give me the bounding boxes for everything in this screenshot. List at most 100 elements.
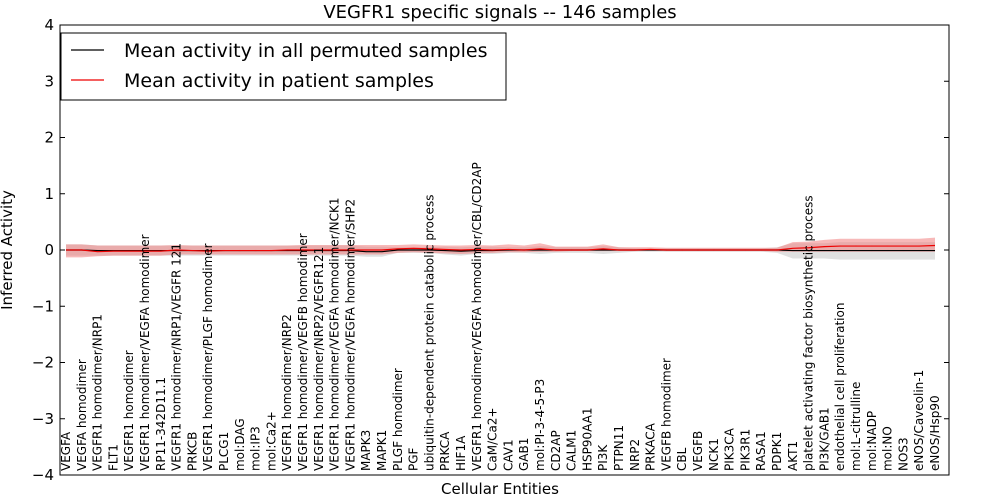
y-tick-label: 4: [44, 16, 54, 34]
patient-point: [744, 249, 746, 251]
patient-mean-line: [66, 244, 936, 253]
x-tick-label: VEGFR1 homodimer/VEGFA homodimer: [138, 234, 152, 471]
x-tick-label: PIK3CA: [723, 427, 737, 471]
permuted-point: [792, 249, 794, 251]
patient-point: [491, 249, 493, 251]
x-tick-label: VEGFR1 homodimer/VEGFA homodimer/NCK1: [328, 197, 342, 471]
patient-point: [381, 249, 383, 251]
x-tick-label: NOS3: [896, 437, 910, 471]
y-tick-label: −2: [32, 354, 54, 372]
x-tick-label: NRP2: [628, 439, 642, 471]
x-tick-label: mol:NADP: [865, 411, 879, 471]
y-tick-label: −1: [32, 297, 54, 315]
patient-point: [665, 249, 667, 251]
x-tick-label: VEGFR1 homodimer/VEGFA homodimer/SHP2: [343, 199, 357, 471]
permuted-point: [902, 249, 904, 251]
x-tick-label: VEGFR1 homodimer/VEGFB homodimer: [296, 233, 310, 471]
x-tick-label: VEGFR1 homodimer/VEGFA homodimer/CBL/CD2…: [470, 162, 484, 471]
y-axis-label: Inferred Activity: [0, 190, 16, 310]
patient-point: [902, 245, 904, 247]
patient-point: [112, 250, 114, 252]
permuted-point: [823, 249, 825, 251]
x-tick-label: RP11-342D11.1: [154, 377, 168, 471]
x-tick-label: CAV1: [501, 439, 515, 471]
patient-point: [602, 248, 604, 250]
x-tick-label: CALM1: [565, 430, 579, 471]
patient-point: [855, 245, 857, 247]
patient-point: [886, 245, 888, 247]
x-tick-label: VEGFR1 homodimer/NRP1/VEGFR 121: [170, 243, 184, 471]
x-tick-label: VEGFB homodimer: [659, 358, 673, 471]
y-tick-label: 0: [44, 241, 54, 259]
x-tick-label: FLT1: [106, 444, 120, 471]
patient-point: [934, 244, 936, 246]
x-tick-label: ubiquitin-dependent protein catabolic pr…: [422, 195, 436, 471]
patient-point: [555, 249, 557, 251]
patient-point: [239, 249, 241, 251]
legend-label-permuted: Mean activity in all permuted samples: [124, 40, 487, 62]
legend-box: [60, 32, 507, 101]
x-tick-label: RASA1: [754, 431, 768, 471]
patient-point: [507, 248, 509, 250]
patient-point: [96, 250, 98, 252]
permuted-point: [839, 249, 841, 251]
patient-point: [681, 249, 683, 251]
patient-point: [397, 248, 399, 250]
patient-point: [539, 248, 541, 250]
x-tick-label: PRKCA: [438, 431, 452, 471]
patient-point: [65, 249, 67, 251]
patient-point: [760, 249, 762, 251]
patient-point: [728, 249, 730, 251]
x-tick-label: VEGFR1 homodimer/NRP2/VEGFR121: [312, 247, 326, 471]
y-tick-label: −4: [32, 466, 54, 484]
patient-point: [286, 249, 288, 251]
patient-point: [776, 249, 778, 251]
x-tick-label: PGF: [407, 447, 421, 471]
patient-point: [792, 247, 794, 249]
x-tick-label: CaM/Ca2+: [486, 407, 500, 471]
patient-point: [570, 249, 572, 251]
patient-point: [81, 249, 83, 251]
y-tick-label: 2: [44, 129, 54, 147]
legend: Mean activity in all permuted samples Me…: [60, 32, 507, 101]
series-lines: [65, 244, 936, 253]
patient-point: [523, 249, 525, 251]
patient-point: [839, 245, 841, 247]
permuted-point: [886, 249, 888, 251]
x-tick-label: mol:NO: [881, 426, 895, 471]
x-tick-label: endothelial cell proliferation: [833, 303, 847, 471]
x-tick-label: MAPK3: [359, 430, 373, 471]
patient-point: [191, 249, 193, 251]
x-tick-label: VEGFA: [59, 431, 73, 471]
patient-point: [823, 245, 825, 247]
y-tick-label: 3: [44, 72, 54, 90]
patient-point: [618, 249, 620, 251]
patient-point: [586, 249, 588, 251]
x-tick-label: VEGFB: [691, 431, 705, 471]
x-tick-label: mol:DAG: [233, 418, 247, 471]
x-tick-label: mol:L-citrulline: [849, 382, 863, 471]
y-tick-label: −3: [32, 410, 54, 428]
permuted-point: [918, 249, 920, 251]
plot-frame: [59, 24, 950, 476]
x-tick-label: PTPN11: [612, 425, 626, 471]
patient-point: [412, 247, 414, 249]
patient-point: [270, 249, 272, 251]
permuted-point: [934, 249, 936, 251]
patient-point: [460, 249, 462, 251]
x-tick-label: PDPK1: [770, 432, 784, 471]
x-axis-label: Cellular Entities: [441, 480, 559, 498]
x-tick-label: CD2AP: [549, 430, 563, 471]
patient-point: [713, 249, 715, 251]
x-tick-label: platelet activating factor biosynthetic …: [802, 195, 816, 471]
x-tick-label: mol:PI-3-4-5-P3: [533, 379, 547, 471]
patient-band: [66, 237, 935, 258]
x-tick-label: mol:Ca2+: [264, 411, 278, 471]
legend-label-patient: Mean activity in patient samples: [124, 70, 434, 92]
x-tick-label: AKT1: [786, 441, 800, 471]
x-tick-label: CBL: [675, 447, 689, 471]
x-tick-label: PI3K: [596, 444, 610, 471]
patient-point: [918, 245, 920, 247]
patient-point: [223, 249, 225, 251]
